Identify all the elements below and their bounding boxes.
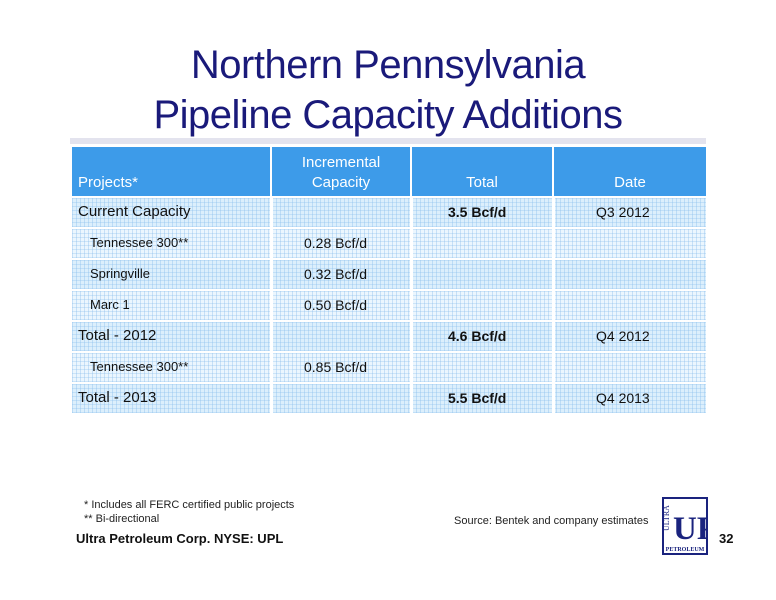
total-cell: 5.5 Bcf/d: [448, 390, 507, 406]
ultra-petroleum-logo: ULTRA UP PETROLEUM: [662, 497, 708, 555]
table-row: Marc 1 0.50 Bcf/d: [72, 291, 706, 320]
column-divider: [552, 229, 555, 258]
slide-title-line2: Pipeline Capacity Additions: [153, 93, 623, 137]
column-divider: [410, 353, 413, 382]
column-divider: [552, 260, 555, 289]
header-incremental-line2: Capacity: [311, 174, 371, 191]
row-divider: [72, 196, 706, 198]
source-note: Source: Bentek and company estimates: [454, 515, 649, 527]
capacity-table: Projects* Incremental Capacity Total Dat…: [72, 147, 706, 413]
project-cell: Marc 1: [90, 297, 130, 312]
table-row: Springville 0.32 Bcf/d: [72, 260, 706, 289]
header-total: Total: [466, 174, 498, 191]
total-cell: 4.6 Bcf/d: [448, 328, 507, 344]
column-divider: [410, 322, 413, 351]
title-divider: [70, 138, 706, 144]
header-incremental-line1: Incremental: [301, 154, 381, 171]
header-divider: [552, 147, 554, 196]
project-cell: Total - 2012: [78, 327, 157, 344]
table-row: Total - 2013 5.5 Bcf/d Q4 2013: [72, 384, 706, 413]
svg-text:UP: UP: [673, 511, 708, 547]
row-divider: [72, 320, 706, 322]
column-divider: [552, 198, 555, 227]
column-divider: [410, 260, 413, 289]
column-divider: [270, 198, 273, 227]
column-divider: [270, 291, 273, 320]
project-cell: Current Capacity: [78, 203, 191, 220]
incremental-cell: 0.32 Bcf/d: [304, 266, 368, 282]
incremental-cell: 0.50 Bcf/d: [304, 297, 368, 313]
column-divider: [270, 322, 273, 351]
page-number: 32: [719, 531, 734, 546]
company-footer: Ultra Petroleum Corp. NYSE: UPL: [76, 531, 284, 546]
date-cell: Q4 2013: [596, 390, 650, 406]
header-projects: Projects*: [78, 174, 139, 191]
column-divider: [410, 384, 413, 413]
column-divider: [410, 198, 413, 227]
project-cell: Tennessee 300**: [90, 359, 189, 374]
column-divider: [270, 260, 273, 289]
project-cell: Springville: [90, 266, 150, 281]
table-row: Tennessee 300** 0.28 Bcf/d: [72, 229, 706, 258]
footnote-bidirectional: ** Bi-directional: [84, 513, 160, 525]
column-divider: [270, 229, 273, 258]
header-divider: [410, 147, 412, 196]
row-divider: [72, 351, 706, 353]
table-header: Projects* Incremental Capacity Total Dat…: [72, 147, 706, 196]
row-divider: [72, 227, 706, 229]
project-cell: Tennessee 300**: [90, 235, 189, 250]
column-divider: [552, 322, 555, 351]
date-cell: Q4 2012: [596, 328, 650, 344]
svg-text:PETROLEUM: PETROLEUM: [666, 547, 705, 553]
row-divider: [72, 289, 706, 291]
row-divider: [72, 258, 706, 260]
table-row: Total - 2012 4.6 Bcf/d Q4 2012: [72, 322, 706, 351]
column-divider: [270, 353, 273, 382]
header-divider: [270, 147, 272, 196]
table-row: Tennessee 300** 0.85 Bcf/d: [72, 353, 706, 382]
row-divider: [72, 382, 706, 384]
svg-text:ULTRA: ULTRA: [662, 505, 671, 531]
column-divider: [552, 384, 555, 413]
header-incremental: Incremental Capacity: [272, 153, 410, 193]
incremental-cell: 0.28 Bcf/d: [304, 235, 368, 251]
total-cell: 3.5 Bcf/d: [448, 204, 507, 220]
column-divider: [552, 353, 555, 382]
column-divider: [552, 291, 555, 320]
footnote-ferc: * Includes all FERC certified public pro…: [84, 499, 295, 511]
table-row: Current Capacity 3.5 Bcf/d Q3 2012: [72, 198, 706, 227]
header-date: Date: [614, 174, 646, 191]
project-cell: Total - 2013: [78, 389, 157, 406]
incremental-cell: 0.85 Bcf/d: [304, 359, 368, 375]
column-divider: [410, 229, 413, 258]
column-divider: [270, 384, 273, 413]
column-divider: [410, 291, 413, 320]
date-cell: Q3 2012: [596, 204, 650, 220]
slide-title-line1: Northern Pennsylvania: [190, 43, 586, 87]
